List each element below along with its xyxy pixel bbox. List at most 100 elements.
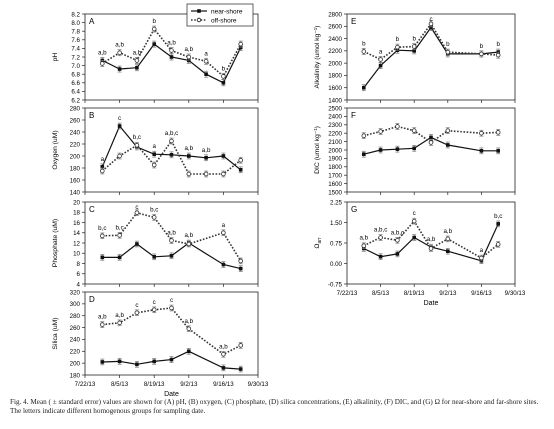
panel-a-ytick-label: 7.2 bbox=[71, 54, 80, 61]
panel-c-point-off-shore bbox=[117, 233, 122, 238]
panel-b-ylabel: Oxygen (uM) bbox=[52, 130, 59, 169]
panel-b-ytick-label: 240 bbox=[70, 129, 81, 136]
panel-c-group-label: b,c bbox=[115, 224, 123, 231]
panel-c-series-near-shore-line bbox=[102, 242, 241, 270]
panel-g-xtick-label: 8/5/13 bbox=[372, 290, 390, 297]
legend-marker-off-shore bbox=[196, 17, 202, 23]
panel-e-ytick-label: 1400 bbox=[328, 97, 342, 104]
panel-b-ytick-label: 260 bbox=[70, 117, 81, 124]
panel-a-group-label: a,b bbox=[133, 49, 142, 56]
panel-a-point-off-shore bbox=[169, 48, 174, 53]
panel-c-point-near-shore bbox=[135, 242, 139, 246]
panel-g-point-off-shore bbox=[428, 246, 434, 251]
panel-d-point-off-shore bbox=[221, 351, 226, 357]
panel-f-series-off-shore-line bbox=[363, 125, 499, 144]
panel-c-point-off-shore bbox=[186, 241, 192, 247]
panel-g-point-off-shore bbox=[395, 237, 400, 243]
panel-e-point-off-shore bbox=[445, 49, 451, 55]
panel-g-group-label: a,b,c bbox=[374, 227, 387, 234]
panel-b-point-off-shore bbox=[238, 157, 244, 163]
panel-c-ytick-label: 16 bbox=[73, 220, 80, 227]
panel-d-point-off-shore bbox=[100, 322, 105, 327]
panel-d-ytick-label: 200 bbox=[70, 360, 81, 367]
panel-g-xlabel: Date bbox=[424, 300, 439, 307]
panel-c-point-off-shore bbox=[100, 233, 105, 239]
panel-e-point-near-shore bbox=[412, 49, 416, 53]
panel-c-point-off-shore bbox=[221, 230, 226, 236]
panel-c-point-near-shore bbox=[169, 254, 174, 258]
panel-a-point-near-shore bbox=[204, 72, 208, 76]
panel-c-group-label: a bbox=[222, 222, 226, 229]
panel-c-ytick-label: 4 bbox=[77, 281, 81, 288]
panel-d-point-near-shore bbox=[152, 359, 156, 364]
panel-g-group-label: a,b bbox=[427, 236, 436, 243]
figure-panels: A 6.26.4 6.66.8 7.0 7.27.4 7.67.8 8.0 8.2 pH a,b a… bbox=[52, 3, 526, 398]
panel-a-ytick-label: 8.2 bbox=[71, 11, 80, 18]
panel-f-point-off-shore bbox=[495, 130, 501, 135]
panel-g-xtick-label: 8/19/13 bbox=[404, 290, 425, 297]
panel-a-point-off-shore bbox=[100, 61, 105, 66]
panel-b-ytick-label: 200 bbox=[70, 153, 81, 160]
panel-f-point-near-shore bbox=[446, 143, 450, 147]
panel-f-point-near-shore bbox=[378, 148, 383, 152]
panel-a-group-label: a,b bbox=[115, 42, 124, 49]
panel-a-ytick-label: 7.0 bbox=[71, 63, 80, 70]
panel-b-point-near-shore bbox=[204, 156, 208, 160]
panel-g-ylabel: Ωarr bbox=[314, 237, 323, 249]
panel-c-group-label: c bbox=[135, 204, 138, 211]
panel-b-point-near-shore bbox=[117, 124, 122, 128]
panel-b-point-off-shore bbox=[100, 168, 105, 174]
panel-b-group-label: b,c bbox=[133, 134, 141, 141]
panel-g-point-off-shore bbox=[378, 235, 383, 240]
panel-c-ytick-label: 18 bbox=[73, 210, 80, 217]
panel-c-point-off-shore bbox=[238, 258, 244, 264]
panel-f-point-near-shore bbox=[362, 152, 366, 156]
panel-c-group-label: b,c bbox=[98, 225, 106, 232]
panel-f-point-off-shore bbox=[378, 129, 383, 134]
panel-d-ytick-label: 220 bbox=[70, 349, 81, 356]
panel-c-group-label: a,b bbox=[167, 229, 176, 236]
panel-g-group-label: b,c bbox=[494, 213, 502, 220]
panel-b-group-label: a bbox=[152, 143, 156, 150]
panel-b-group-label: a bbox=[101, 156, 105, 163]
panel-d-point-near-shore bbox=[100, 360, 105, 364]
panel-a-point-off-shore bbox=[151, 26, 157, 32]
panel-a-point-off-shore bbox=[117, 50, 122, 55]
figure-caption: Fig. 4. Mean ( ± standard error) values … bbox=[10, 398, 539, 415]
panel-c-group-label: a,b bbox=[184, 232, 193, 239]
panel-b-point-off-shore bbox=[117, 153, 122, 159]
panel-b-point-off-shore bbox=[221, 171, 226, 177]
panel-g-ytick-label: 2.25 bbox=[330, 199, 343, 206]
panel-e-point-off-shore bbox=[395, 44, 400, 50]
panel-a-point-near-shore bbox=[238, 45, 243, 50]
panel-g-point-off-shore bbox=[479, 255, 484, 261]
panel-d-xtick-label: 8/19/13 bbox=[144, 381, 165, 388]
panel-g-ytick-label: -0.75 bbox=[328, 281, 343, 288]
panel-a-point-near-shore bbox=[169, 55, 174, 59]
panel-d-point-near-shore bbox=[135, 362, 139, 367]
panel-f-point-near-shore bbox=[395, 147, 400, 151]
panel-g-group-label: a,b bbox=[443, 228, 452, 235]
panel-g-xtick-label: 9/16/13 bbox=[471, 290, 492, 297]
panel-f-point-off-shore bbox=[479, 130, 484, 136]
panel-g-xtick-label: 9/30/13 bbox=[505, 290, 526, 297]
panel-g-group-label: a,b bbox=[359, 235, 368, 242]
panel-b-ytick-label: 180 bbox=[70, 165, 81, 172]
panel-f-point-near-shore bbox=[496, 149, 500, 153]
panel-d-point-off-shore bbox=[186, 326, 192, 332]
panel-g-point-off-shore bbox=[411, 218, 417, 224]
panel-c-ytick-label: 20 bbox=[73, 199, 80, 206]
panel-b-letter: B bbox=[89, 111, 94, 120]
panel-d-group-label: c bbox=[135, 302, 138, 309]
panel-e-ytick-label: 2600 bbox=[328, 24, 342, 31]
panel-f-ytick-label: 2000 bbox=[328, 147, 342, 154]
panel-e-group-label: b bbox=[496, 41, 500, 48]
panel-b-group-label: a,b,c bbox=[165, 130, 178, 137]
panel-b-point-near-shore bbox=[152, 152, 156, 156]
panel-a-ylabel: pH bbox=[52, 53, 59, 62]
panel-a-group-label: b bbox=[152, 18, 156, 25]
panel-e-ytick-label: 1600 bbox=[328, 85, 342, 92]
panel-g-point-off-shore bbox=[495, 242, 501, 247]
panel-a-point-off-shore bbox=[203, 58, 209, 64]
panel-b-frame bbox=[84, 107, 259, 193]
